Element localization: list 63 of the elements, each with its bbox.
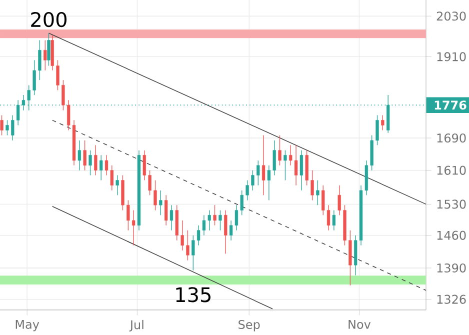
candlestick (116, 174, 119, 196)
y-tick-label: 1326 (437, 294, 466, 304)
candlestick (246, 180, 249, 201)
candlestick (142, 150, 146, 181)
candlestick (154, 180, 157, 211)
candlestick (11, 114, 14, 141)
candlestick (100, 154, 103, 181)
candlestick (47, 32, 50, 66)
candlestick (192, 234, 195, 271)
candlestick (0, 114, 4, 136)
candlestick (38, 40, 42, 80)
candlestick (56, 60, 60, 91)
candlestick (267, 165, 271, 201)
x-tick-label: Jul (129, 320, 144, 332)
candlestick (78, 140, 82, 171)
candlestick (218, 210, 222, 231)
candlestick (251, 170, 254, 191)
candlestick (88, 150, 92, 176)
candlestick (6, 120, 9, 136)
candlestick (381, 114, 384, 131)
y-tick-label: 1530 (437, 200, 466, 209)
candlestick (262, 134, 266, 196)
x-tick-label: Nov (348, 320, 371, 329)
candlestick (332, 210, 336, 231)
y-tick-label: 2030 (436, 12, 466, 21)
candlestick (83, 140, 86, 171)
candlestick (338, 184, 341, 216)
candlestick (284, 150, 287, 181)
candlestick (278, 134, 282, 166)
candlestick (224, 210, 228, 254)
y-tick-label: 1390 (437, 263, 466, 273)
candlestick (170, 204, 174, 231)
candlestick (272, 140, 276, 176)
candlestick (208, 210, 211, 231)
candlestick (294, 144, 298, 186)
ref-line-label: 1776 (434, 100, 466, 110)
candlestick (180, 220, 184, 251)
x-tick-label: Sep (238, 320, 260, 332)
candlestick (310, 170, 314, 201)
y-tick-label: 1910 (437, 52, 466, 62)
candlestick (289, 144, 292, 166)
annotation: 200 (31, 12, 66, 28)
candlestick (376, 114, 379, 146)
candlestick (316, 180, 320, 206)
candlestick (132, 210, 136, 246)
y-tick-label: 1610 (437, 166, 466, 175)
y-tick-label: 1460 (437, 230, 466, 240)
candlestick (213, 204, 216, 226)
candlestick (32, 60, 36, 96)
x-tick-label: May (16, 320, 40, 332)
candlestick (44, 40, 47, 71)
annotation: 135 (176, 287, 210, 302)
candlestick (126, 200, 130, 231)
candlestick (164, 194, 168, 226)
y-tick-label: 1690 (437, 133, 466, 143)
candlestick (159, 190, 162, 216)
candlestick (62, 80, 65, 111)
candlestick (240, 190, 244, 216)
candlestick (148, 170, 152, 196)
candlestick (186, 230, 190, 261)
candlestick (94, 144, 98, 176)
candlestick (300, 150, 304, 191)
candlestick (256, 160, 260, 186)
